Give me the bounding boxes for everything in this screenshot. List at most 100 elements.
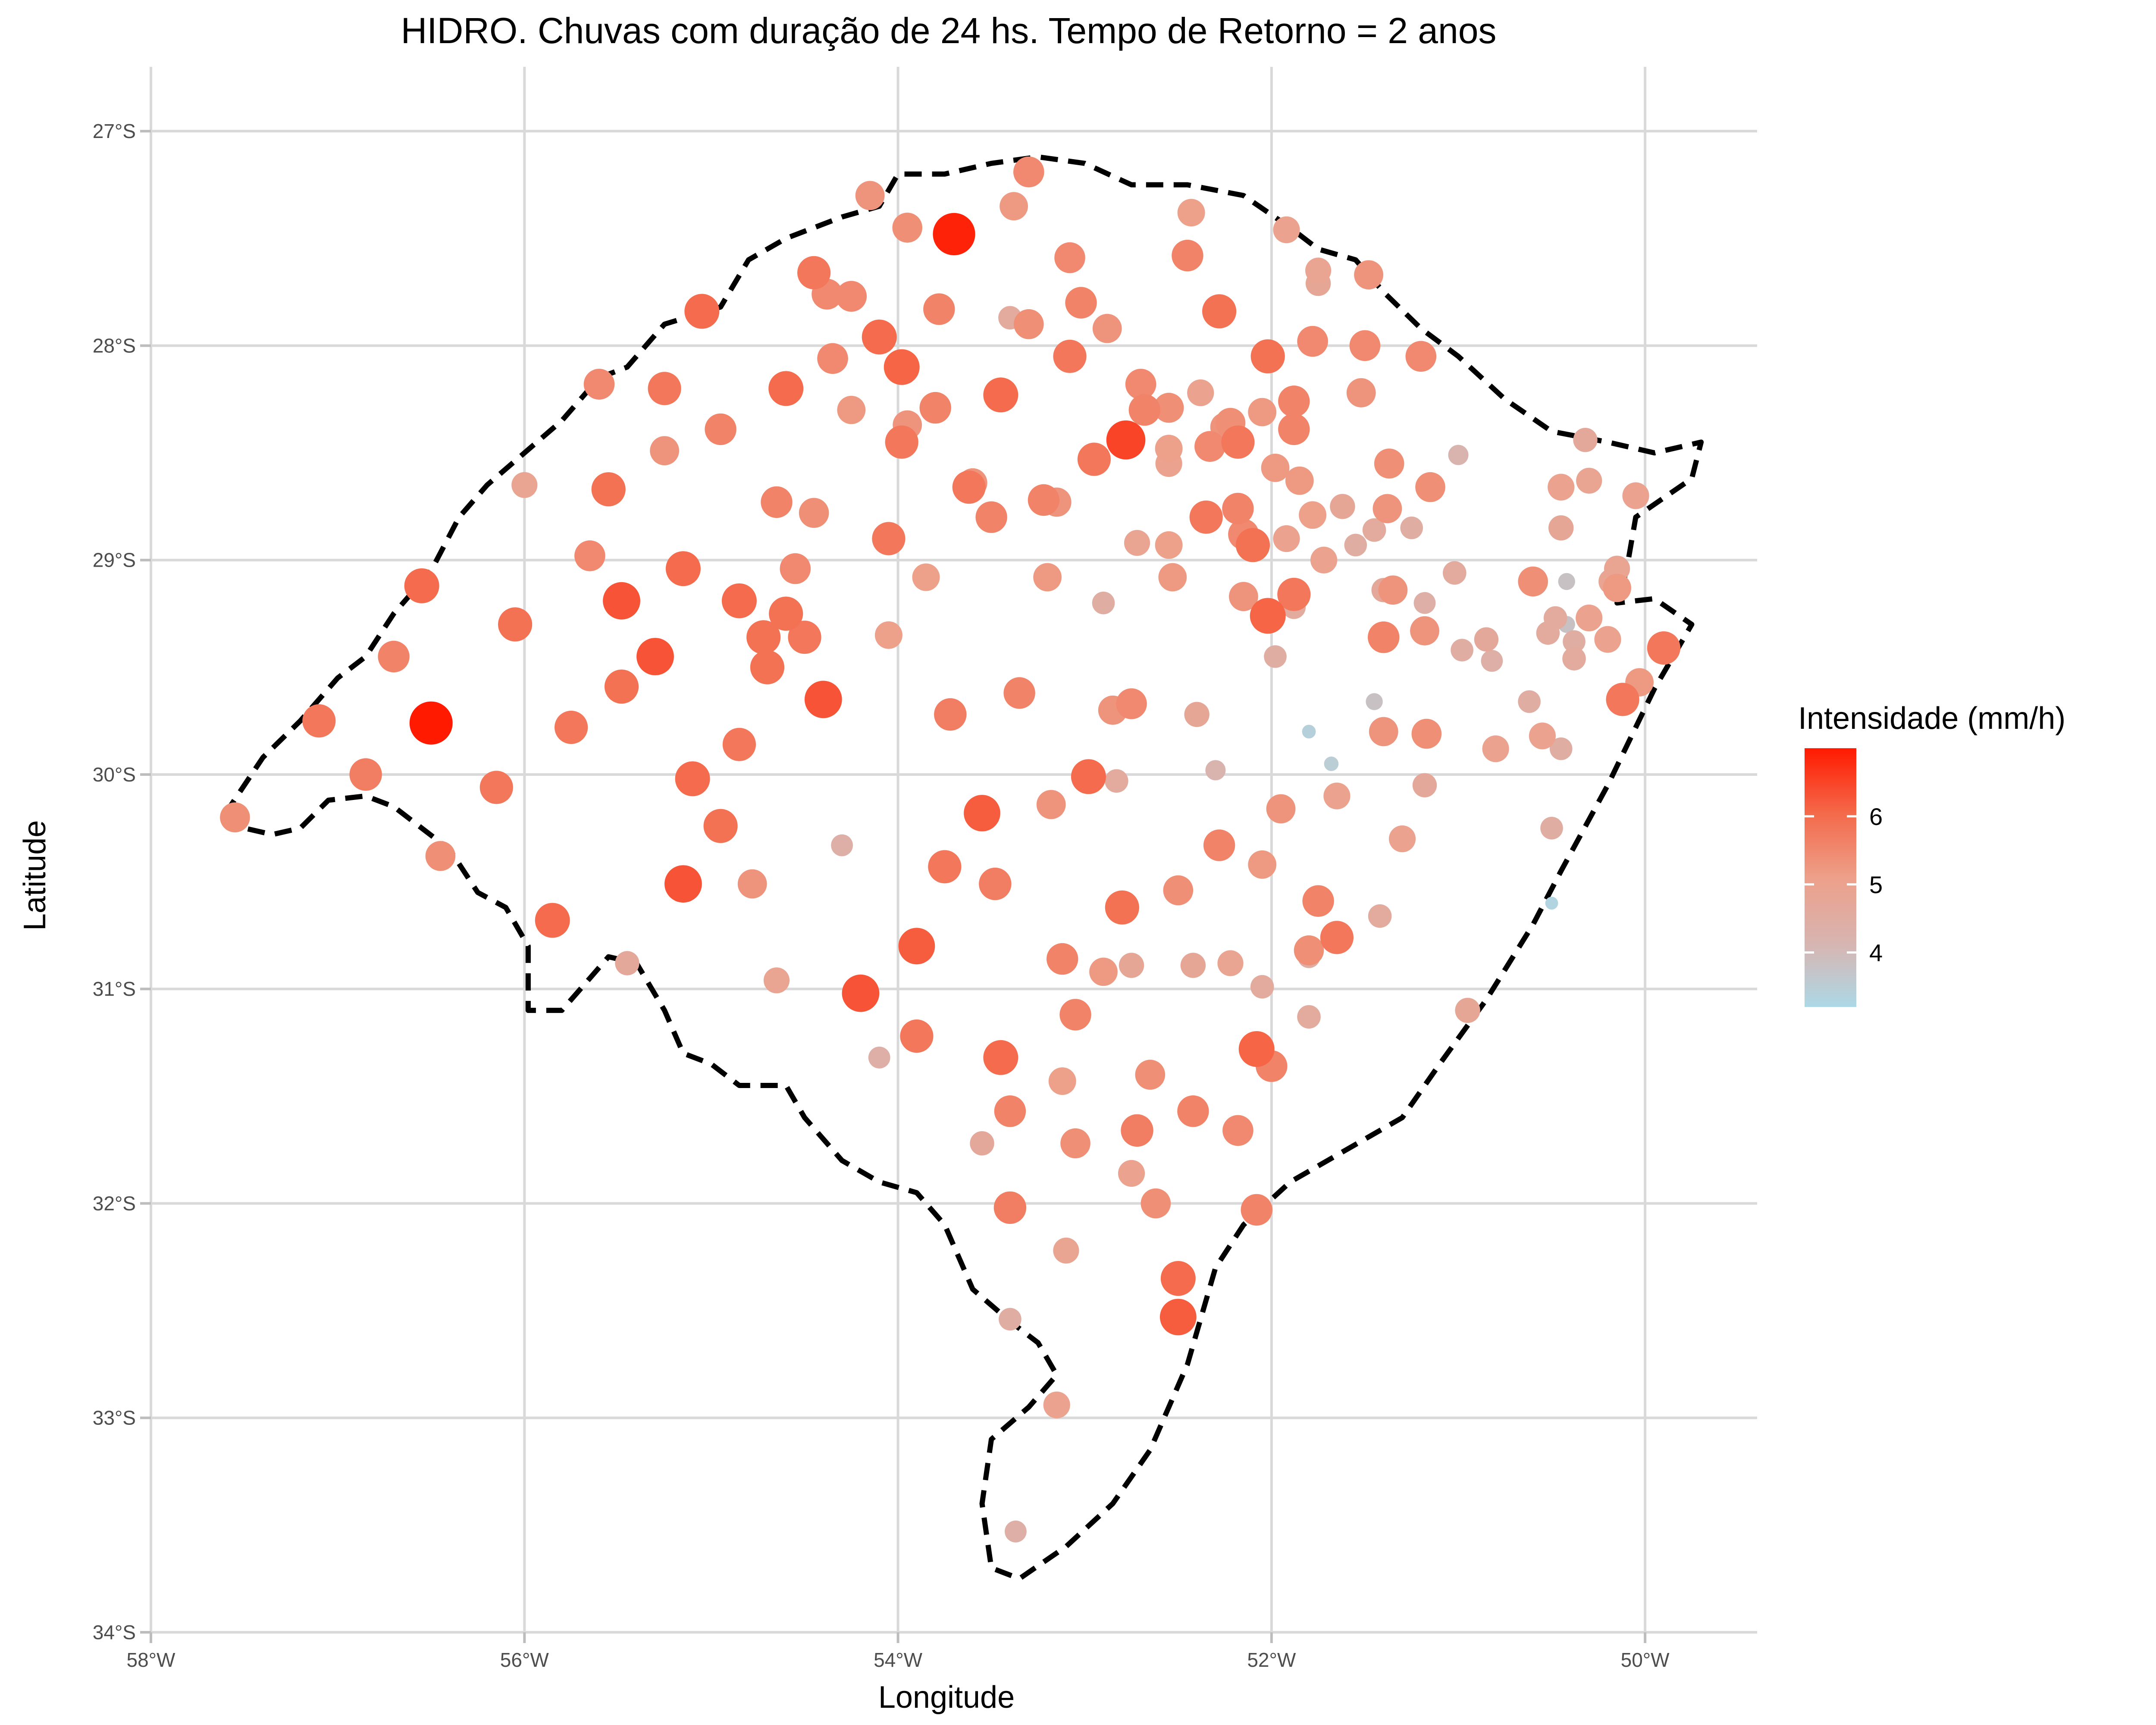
station-point bbox=[898, 928, 935, 965]
station-point bbox=[1033, 563, 1062, 592]
station-point bbox=[928, 850, 962, 884]
station-point bbox=[831, 834, 853, 856]
station-point bbox=[763, 967, 790, 994]
y-tick-label: 28°S bbox=[93, 334, 136, 357]
station-point bbox=[933, 213, 975, 255]
station-point bbox=[1250, 975, 1274, 999]
station-point bbox=[842, 974, 880, 1012]
station-point bbox=[636, 638, 674, 675]
station-point bbox=[1128, 394, 1160, 426]
station-point bbox=[746, 620, 781, 655]
station-point bbox=[1003, 677, 1035, 709]
y-axis-ticks: 27°S 28°S 29°S 30°S 31°S 32°S 33°S 34°S bbox=[93, 120, 151, 1643]
station-point bbox=[1562, 647, 1586, 671]
station-point bbox=[425, 841, 456, 871]
x-tick-label: 56°W bbox=[500, 1649, 549, 1671]
station-point bbox=[1297, 326, 1328, 357]
station-point bbox=[1266, 794, 1296, 824]
station-point bbox=[1180, 953, 1206, 978]
station-point bbox=[583, 369, 615, 400]
station-point bbox=[1187, 379, 1214, 406]
station-point bbox=[1558, 573, 1575, 590]
station-point bbox=[615, 951, 639, 975]
station-point bbox=[970, 1131, 994, 1156]
station-point bbox=[1105, 769, 1128, 793]
y-tick-label: 32°S bbox=[93, 1192, 136, 1214]
station-point bbox=[1172, 239, 1203, 272]
station-point bbox=[885, 425, 918, 459]
station-point bbox=[1119, 953, 1144, 978]
station-point bbox=[1400, 516, 1423, 539]
station-point bbox=[1405, 341, 1437, 372]
station-point bbox=[979, 867, 1012, 900]
station-point bbox=[1221, 425, 1255, 459]
station-point bbox=[983, 377, 1018, 413]
station-point bbox=[804, 681, 842, 718]
station-point bbox=[1576, 604, 1603, 632]
station-point bbox=[817, 343, 848, 374]
station-point bbox=[1518, 690, 1541, 713]
station-point bbox=[999, 1308, 1022, 1331]
station-point bbox=[1277, 577, 1311, 611]
station-point bbox=[1000, 192, 1028, 221]
station-point bbox=[1089, 957, 1118, 986]
station-point bbox=[1160, 1261, 1196, 1296]
station-point bbox=[799, 498, 829, 528]
legend-tick-label: 6 bbox=[1869, 803, 1883, 830]
station-point bbox=[1250, 339, 1285, 373]
station-point bbox=[722, 728, 756, 761]
station-point bbox=[1354, 260, 1384, 290]
station-point bbox=[1077, 442, 1111, 476]
x-axis-label: Longitude bbox=[878, 1680, 1015, 1715]
station-point bbox=[1604, 555, 1630, 582]
station-point bbox=[912, 563, 940, 591]
station-point bbox=[1368, 904, 1392, 928]
station-point bbox=[1344, 533, 1367, 557]
station-point bbox=[1548, 474, 1575, 501]
station-point bbox=[684, 294, 720, 329]
station-point bbox=[1047, 943, 1078, 975]
station-point bbox=[780, 553, 811, 584]
station-point bbox=[1222, 492, 1254, 525]
station-point bbox=[1158, 563, 1187, 592]
station-point bbox=[1448, 445, 1469, 465]
station-point bbox=[1105, 890, 1139, 925]
station-point bbox=[1299, 501, 1327, 529]
station-point bbox=[1155, 435, 1183, 463]
station-point bbox=[964, 795, 1000, 831]
station-point bbox=[1302, 885, 1334, 917]
station-point bbox=[1346, 378, 1376, 408]
station-point bbox=[1548, 515, 1574, 541]
station-point bbox=[1518, 566, 1548, 597]
station-point bbox=[1106, 420, 1146, 460]
legend-tick-label: 4 bbox=[1869, 939, 1883, 966]
station-point bbox=[648, 372, 681, 405]
station-point bbox=[1203, 829, 1235, 861]
station-point bbox=[797, 256, 831, 290]
station-point bbox=[983, 1040, 1018, 1075]
station-point bbox=[378, 640, 410, 673]
station-point bbox=[1092, 314, 1122, 343]
station-point bbox=[1053, 339, 1087, 373]
station-point bbox=[1163, 875, 1194, 906]
x-tick-label: 58°W bbox=[127, 1649, 176, 1671]
station-point bbox=[1250, 598, 1286, 634]
chart-title: HIDRO. Chuvas com duração de 24 hs. Temp… bbox=[401, 10, 1497, 51]
station-point bbox=[1071, 759, 1106, 794]
station-point bbox=[1349, 330, 1381, 361]
y-tick-label: 30°S bbox=[93, 763, 136, 786]
station-point bbox=[1297, 1005, 1321, 1029]
station-point bbox=[1248, 398, 1277, 427]
station-point bbox=[892, 213, 922, 243]
station-point bbox=[664, 865, 702, 903]
station-point bbox=[1121, 1114, 1153, 1147]
station-point bbox=[872, 522, 906, 555]
station-point bbox=[1540, 817, 1563, 840]
station-point bbox=[1092, 591, 1115, 615]
station-point bbox=[975, 501, 1007, 533]
station-point bbox=[1374, 448, 1404, 479]
station-point bbox=[1388, 825, 1416, 853]
station-point bbox=[1053, 1237, 1079, 1264]
y-tick-label: 33°S bbox=[93, 1407, 136, 1429]
